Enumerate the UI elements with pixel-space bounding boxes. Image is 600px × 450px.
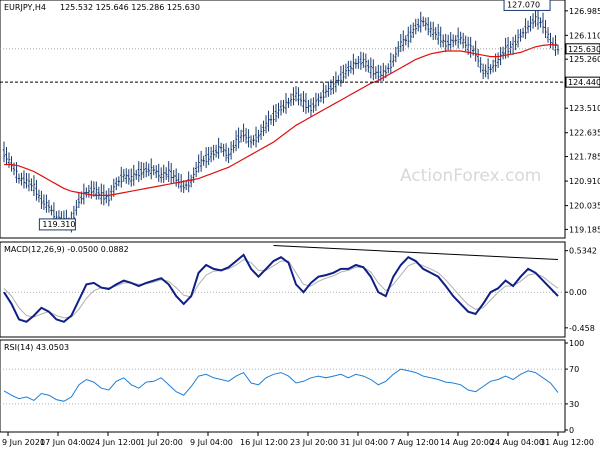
rsi-label: RSI(14) 43.0503 <box>4 343 69 352</box>
high-annotation-box <box>503 0 551 11</box>
price-tick-label: 119.185 <box>569 225 600 234</box>
moving-average-line <box>4 43 559 196</box>
macd-tick-label: -0.458 <box>569 324 595 333</box>
price-tick-label: 126.110 <box>569 31 600 40</box>
macd-tick-label: 0.00 <box>569 288 587 297</box>
macd-tick-label: 0.5342 <box>569 247 597 256</box>
x-tick-label: 24 Aug 04:00 <box>490 438 544 447</box>
price-tick-label: 123.510 <box>569 104 600 113</box>
price-tick-label: 125.260 <box>569 55 600 64</box>
x-tick-label: 9 Jul 04:00 <box>190 438 233 447</box>
ohlc-values: 125.532 125.646 125.286 125.630 <box>60 3 200 12</box>
watermark: ActionForex.com <box>400 166 541 186</box>
rsi-tick-label: 100 <box>569 339 584 348</box>
rsi-tick-label: 70 <box>569 365 579 374</box>
macd-trendline <box>273 245 559 261</box>
price-layer: 127.070 119.310 <box>0 0 565 233</box>
x-tick-label: 31 Aug 12:00 <box>540 438 594 447</box>
macd-line <box>3 253 559 323</box>
price-pane-frame <box>0 0 566 239</box>
macd-pane-frame <box>0 241 566 338</box>
rsi-pane-frame <box>0 339 566 433</box>
current-price-tag: 125.630 <box>568 45 600 54</box>
rsi-tick-label: 0 <box>569 426 574 435</box>
price-tick-label: 121.785 <box>569 153 600 162</box>
high-annotation: 127.070 <box>507 0 540 9</box>
low-annotation: 119.310 <box>42 220 75 229</box>
rsi-line <box>3 368 559 402</box>
x-tick-label: 7 Aug 12:00 <box>390 438 439 447</box>
price-tick-label: 126.985 <box>569 7 600 16</box>
x-tick-label: 1 Jul 20:00 <box>140 438 183 447</box>
price-bars <box>2 8 560 233</box>
x-tick-label: 16 Jul 12:00 <box>240 438 288 447</box>
price-tick-label: 120.035 <box>569 202 600 211</box>
price-tick-label: 120.910 <box>569 177 600 186</box>
x-tick-label: 31 Jul 04:00 <box>340 438 388 447</box>
price-tick-label: 122.635 <box>569 129 600 138</box>
macd-signal-line <box>3 259 559 319</box>
rsi-tick-label: 30 <box>569 400 579 409</box>
hline-tag-box <box>565 76 600 88</box>
current-price-tag-box <box>565 43 600 55</box>
axis-layer: 126.985126.110125.260124.385123.510122.6… <box>2 7 600 447</box>
macd-label: MACD(12,26,9) -0.0500 0.0882 <box>4 245 129 254</box>
macd-layer <box>0 245 565 323</box>
low-annotation-box <box>38 218 76 231</box>
x-tick-label: 24 Jun 12:00 <box>90 438 141 447</box>
x-tick-label: 9 Jun 2020 <box>2 438 45 447</box>
x-tick-label: 14 Aug 20:00 <box>440 438 494 447</box>
x-tick-label: 23 Jul 20:00 <box>290 438 338 447</box>
x-tick-label: 17 Jun 04:00 <box>40 438 91 447</box>
rsi-layer <box>0 368 565 405</box>
symbol-label: EURJPY,H4 <box>4 3 46 12</box>
hline-tag: 124.440 <box>568 78 600 87</box>
